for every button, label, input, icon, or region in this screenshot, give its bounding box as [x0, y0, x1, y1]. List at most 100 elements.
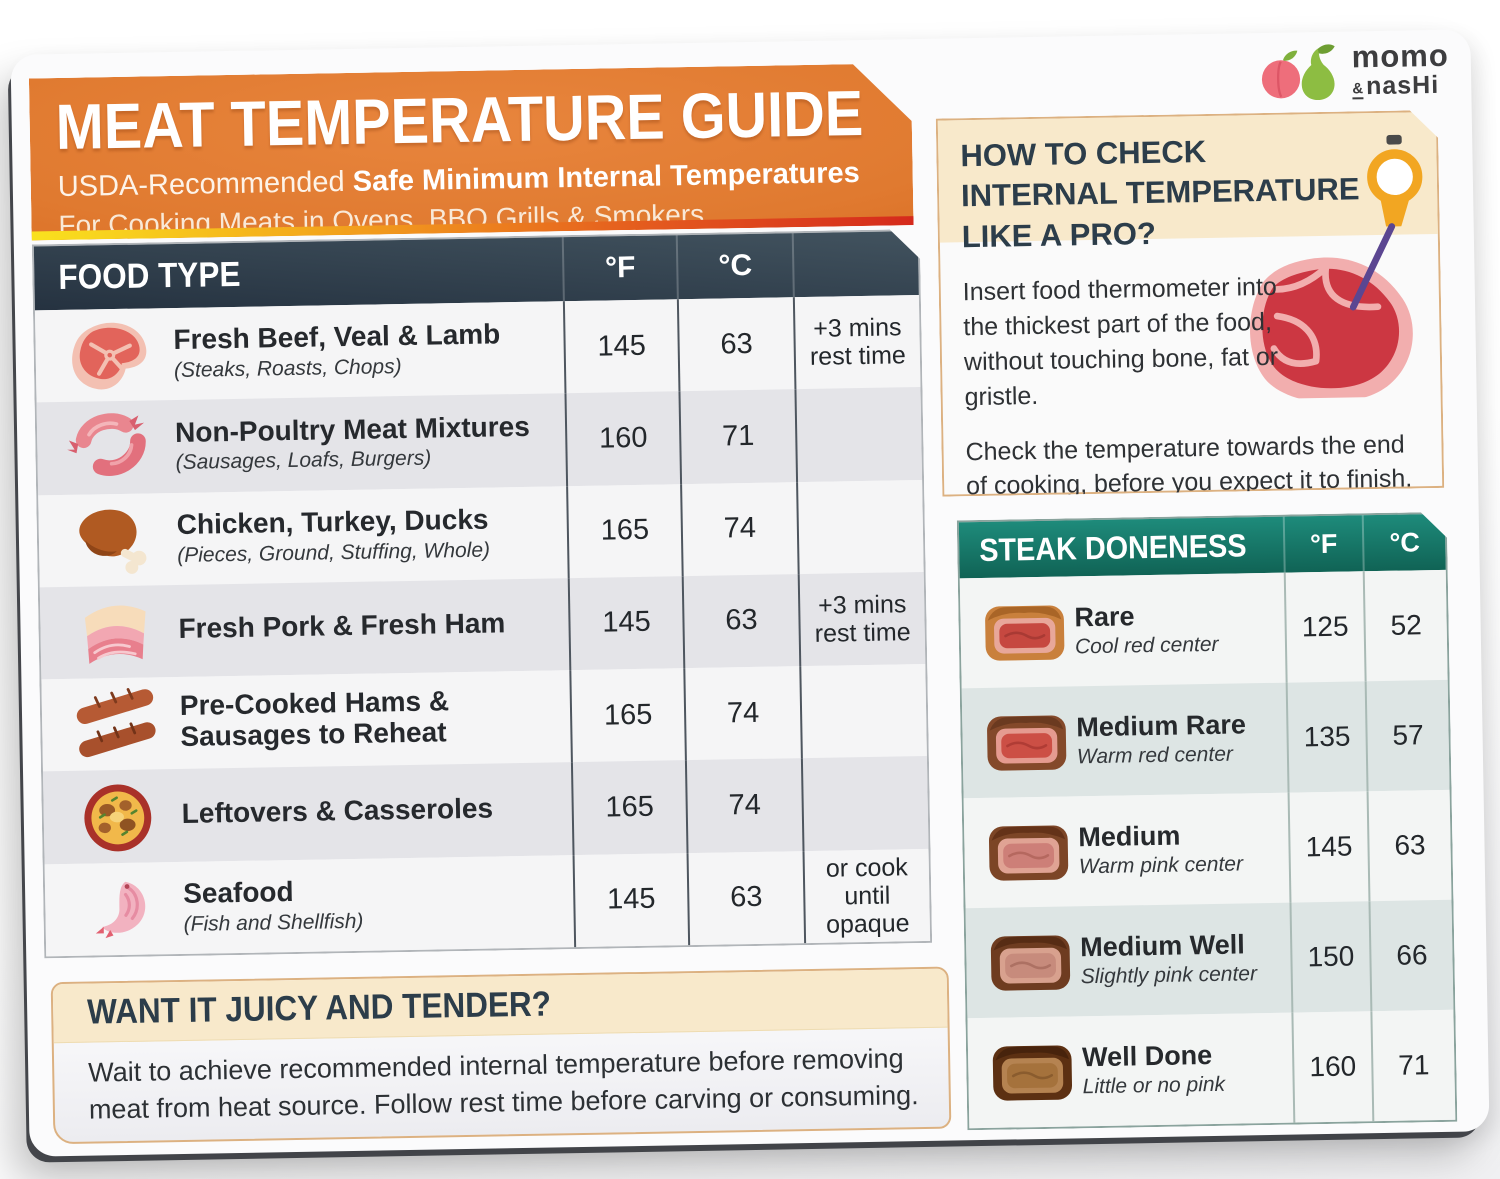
- celsius-header-label: °C: [1362, 514, 1446, 571]
- celsius-value: 63: [682, 574, 800, 668]
- page-title: MEAT TEMPERATURE GUIDE: [55, 76, 864, 164]
- doneness-row-medium-rare: Medium Rare Warm red center 135 57: [962, 680, 1450, 798]
- celsius-value: 74: [685, 759, 803, 853]
- ham-sausages-icon: [51, 682, 180, 766]
- celsius-value: 63: [687, 851, 805, 945]
- table-row-precooked: Pre-Cooked Hams & Sausages to Reheat 165…: [41, 664, 926, 772]
- doneness-row-medium-well: Medium Well Slightly pink center 150 66: [966, 900, 1454, 1018]
- food-name: Fresh Pork & Fresh Ham: [178, 607, 506, 645]
- steak-cube-medium-rare-icon: [976, 706, 1077, 778]
- celsius-value: 57: [1365, 680, 1450, 791]
- food-name: Non-Poultry Meat Mixtures: [174, 410, 531, 448]
- fahrenheit-value: 135: [1286, 681, 1367, 792]
- fahrenheit-header-label: °F: [1283, 515, 1363, 572]
- doneness-detail: Warm pink center: [1078, 852, 1244, 879]
- celsius-value: 71: [678, 389, 796, 483]
- fahrenheit-header-label: °F: [562, 235, 677, 301]
- opaque-note: or cook until opaque: [803, 849, 931, 943]
- fahrenheit-value: 125: [1284, 571, 1365, 682]
- doneness-name: Rare: [1074, 600, 1135, 632]
- brand-name: momo & nasHi: [1351, 37, 1450, 101]
- doneness-detail: Cool red center: [1074, 633, 1219, 659]
- fahrenheit-value: 165: [566, 484, 682, 578]
- doneness-name: Medium Well: [1079, 929, 1245, 962]
- doneness-name: Medium: [1078, 820, 1181, 852]
- doneness-name: Well Done: [1081, 1039, 1213, 1072]
- steak-cube-well-done-icon: [982, 1036, 1083, 1108]
- fahrenheit-value: 145: [568, 576, 684, 670]
- juicy-tip-header: WANT IT JUICY AND TENDER?: [52, 968, 948, 1044]
- subtitle-prefix: USDA-Recommended: [57, 165, 353, 204]
- juicy-tip-title: WANT IT JUICY AND TENDER?: [86, 984, 552, 1032]
- doneness-table-header: STEAK DONENESS °F °C: [959, 514, 1446, 578]
- celsius-value: 52: [1363, 570, 1448, 681]
- table-row-seafood: Seafood (Fish and Shellfish) 145 63 or c…: [45, 849, 930, 957]
- note-cell: [796, 480, 924, 574]
- table-row-chicken: Chicken, Turkey, Ducks (Pieces, Ground, …: [38, 480, 923, 588]
- food-detail: (Pieces, Ground, Stuffing, Whole): [177, 538, 491, 567]
- table-row-pork: Fresh Pork & Fresh Ham 145 63 +3 mins re…: [40, 572, 925, 680]
- fahrenheit-value: 160: [564, 391, 680, 485]
- steak-doneness-table: STEAK DONENESS °F °C Rare Cool: [957, 512, 1458, 1130]
- juicy-tip-body: Wait to achieve recommended internal tem…: [88, 1043, 919, 1125]
- brand-logo: momo & nasHi: [1257, 36, 1449, 105]
- fahrenheit-value: 145: [573, 853, 689, 947]
- food-type-header-label: FOOD TYPE: [58, 254, 241, 298]
- celsius-value: 74: [680, 482, 798, 576]
- food-detail: (Fish and Shellfish): [183, 909, 364, 936]
- fahrenheit-value: 145: [1288, 791, 1369, 902]
- fahrenheit-value: 150: [1289, 901, 1370, 1012]
- pork-icon: [50, 590, 179, 674]
- fahrenheit-value: 165: [569, 668, 685, 762]
- how-to-paragraph-2: Check the temperature towards the end of…: [965, 430, 1413, 501]
- brand-word-momo: momo: [1351, 37, 1450, 75]
- shrimp-icon: [55, 867, 184, 951]
- subtitle-bold: Safe Minimum Internal Temperatures: [352, 157, 861, 198]
- note-cell: [801, 756, 929, 850]
- doneness-row-well-done: Well Done Little or no pink 160 71: [967, 1010, 1455, 1128]
- fahrenheit-value: 145: [563, 299, 679, 393]
- celsius-value: 71: [1370, 1010, 1455, 1121]
- rest-time-note: +3 mins rest time: [793, 295, 921, 389]
- table-row-fresh-beef: Fresh Beef, Veal & Lamb (Steaks, Roasts,…: [35, 295, 920, 403]
- casserole-icon: [53, 775, 182, 859]
- food-name: Pre-Cooked Hams & Sausages to Reheat: [179, 685, 450, 752]
- hero-header: MEAT TEMPERATURE GUIDE USDA-Recommended …: [29, 63, 914, 240]
- table-row-non-poultry: Non-Poultry Meat Mixtures (Sausages, Loa…: [37, 387, 922, 495]
- note-cell: [794, 387, 922, 481]
- doneness-name: Medium Rare: [1076, 709, 1247, 742]
- food-name: Leftovers & Casseroles: [181, 792, 494, 829]
- food-detail: (Sausages, Loafs, Burgers): [175, 446, 432, 475]
- food-type-table: FOOD TYPE °F °C Fresh Beef, Veal &: [32, 229, 932, 958]
- doneness-row-medium: Medium Warm pink center 145 63: [964, 790, 1452, 908]
- celsius-value: 63: [1367, 790, 1452, 901]
- meat-temperature-guide-poster: momo & nasHi MEAT TEMPERATURE GUIDE USDA…: [10, 29, 1490, 1157]
- doneness-detail: Slightly pink center: [1080, 962, 1258, 989]
- steak-cube-rare-icon: [974, 596, 1075, 668]
- celsius-header-label: °C: [676, 233, 793, 299]
- steak-icon: [45, 313, 174, 397]
- steak-cube-medium-icon: [978, 816, 1079, 888]
- food-name: Chicken, Turkey, Ducks: [176, 503, 489, 540]
- celsius-value: 66: [1368, 900, 1453, 1011]
- thermometer-in-steak-illustration: [1232, 124, 1437, 399]
- steak-cube-medium-well-icon: [980, 926, 1081, 998]
- doneness-header-label: STEAK DONENESS: [978, 526, 1247, 568]
- notes-header-label: [792, 231, 919, 297]
- peach-pear-icon: [1261, 44, 1335, 101]
- celsius-value: 63: [677, 297, 795, 391]
- food-name: Fresh Beef, Veal & Lamb: [173, 318, 501, 356]
- sausages-icon: [47, 405, 176, 489]
- celsius-value: 74: [683, 666, 801, 760]
- fahrenheit-value: 160: [1291, 1011, 1372, 1122]
- food-detail: (Steaks, Roasts, Chops): [173, 355, 402, 383]
- drumstick-icon: [48, 498, 177, 582]
- food-name: Seafood: [182, 875, 294, 909]
- brand-ampersand: &: [1352, 80, 1364, 100]
- doneness-row-rare: Rare Cool red center 125 52: [960, 570, 1448, 688]
- doneness-detail: Little or no pink: [1082, 1073, 1226, 1099]
- how-to-check-panel: HOW TO CHECK INTERNAL TEMPERATURE LIKE A…: [936, 110, 1445, 497]
- how-to-paragraph-1: Insert food thermometer into the thickes…: [962, 272, 1279, 412]
- brand-word-nashi: nasHi: [1365, 70, 1440, 101]
- juicy-tip-panel: WANT IT JUICY AND TENDER? Wait to achiev…: [50, 966, 952, 1145]
